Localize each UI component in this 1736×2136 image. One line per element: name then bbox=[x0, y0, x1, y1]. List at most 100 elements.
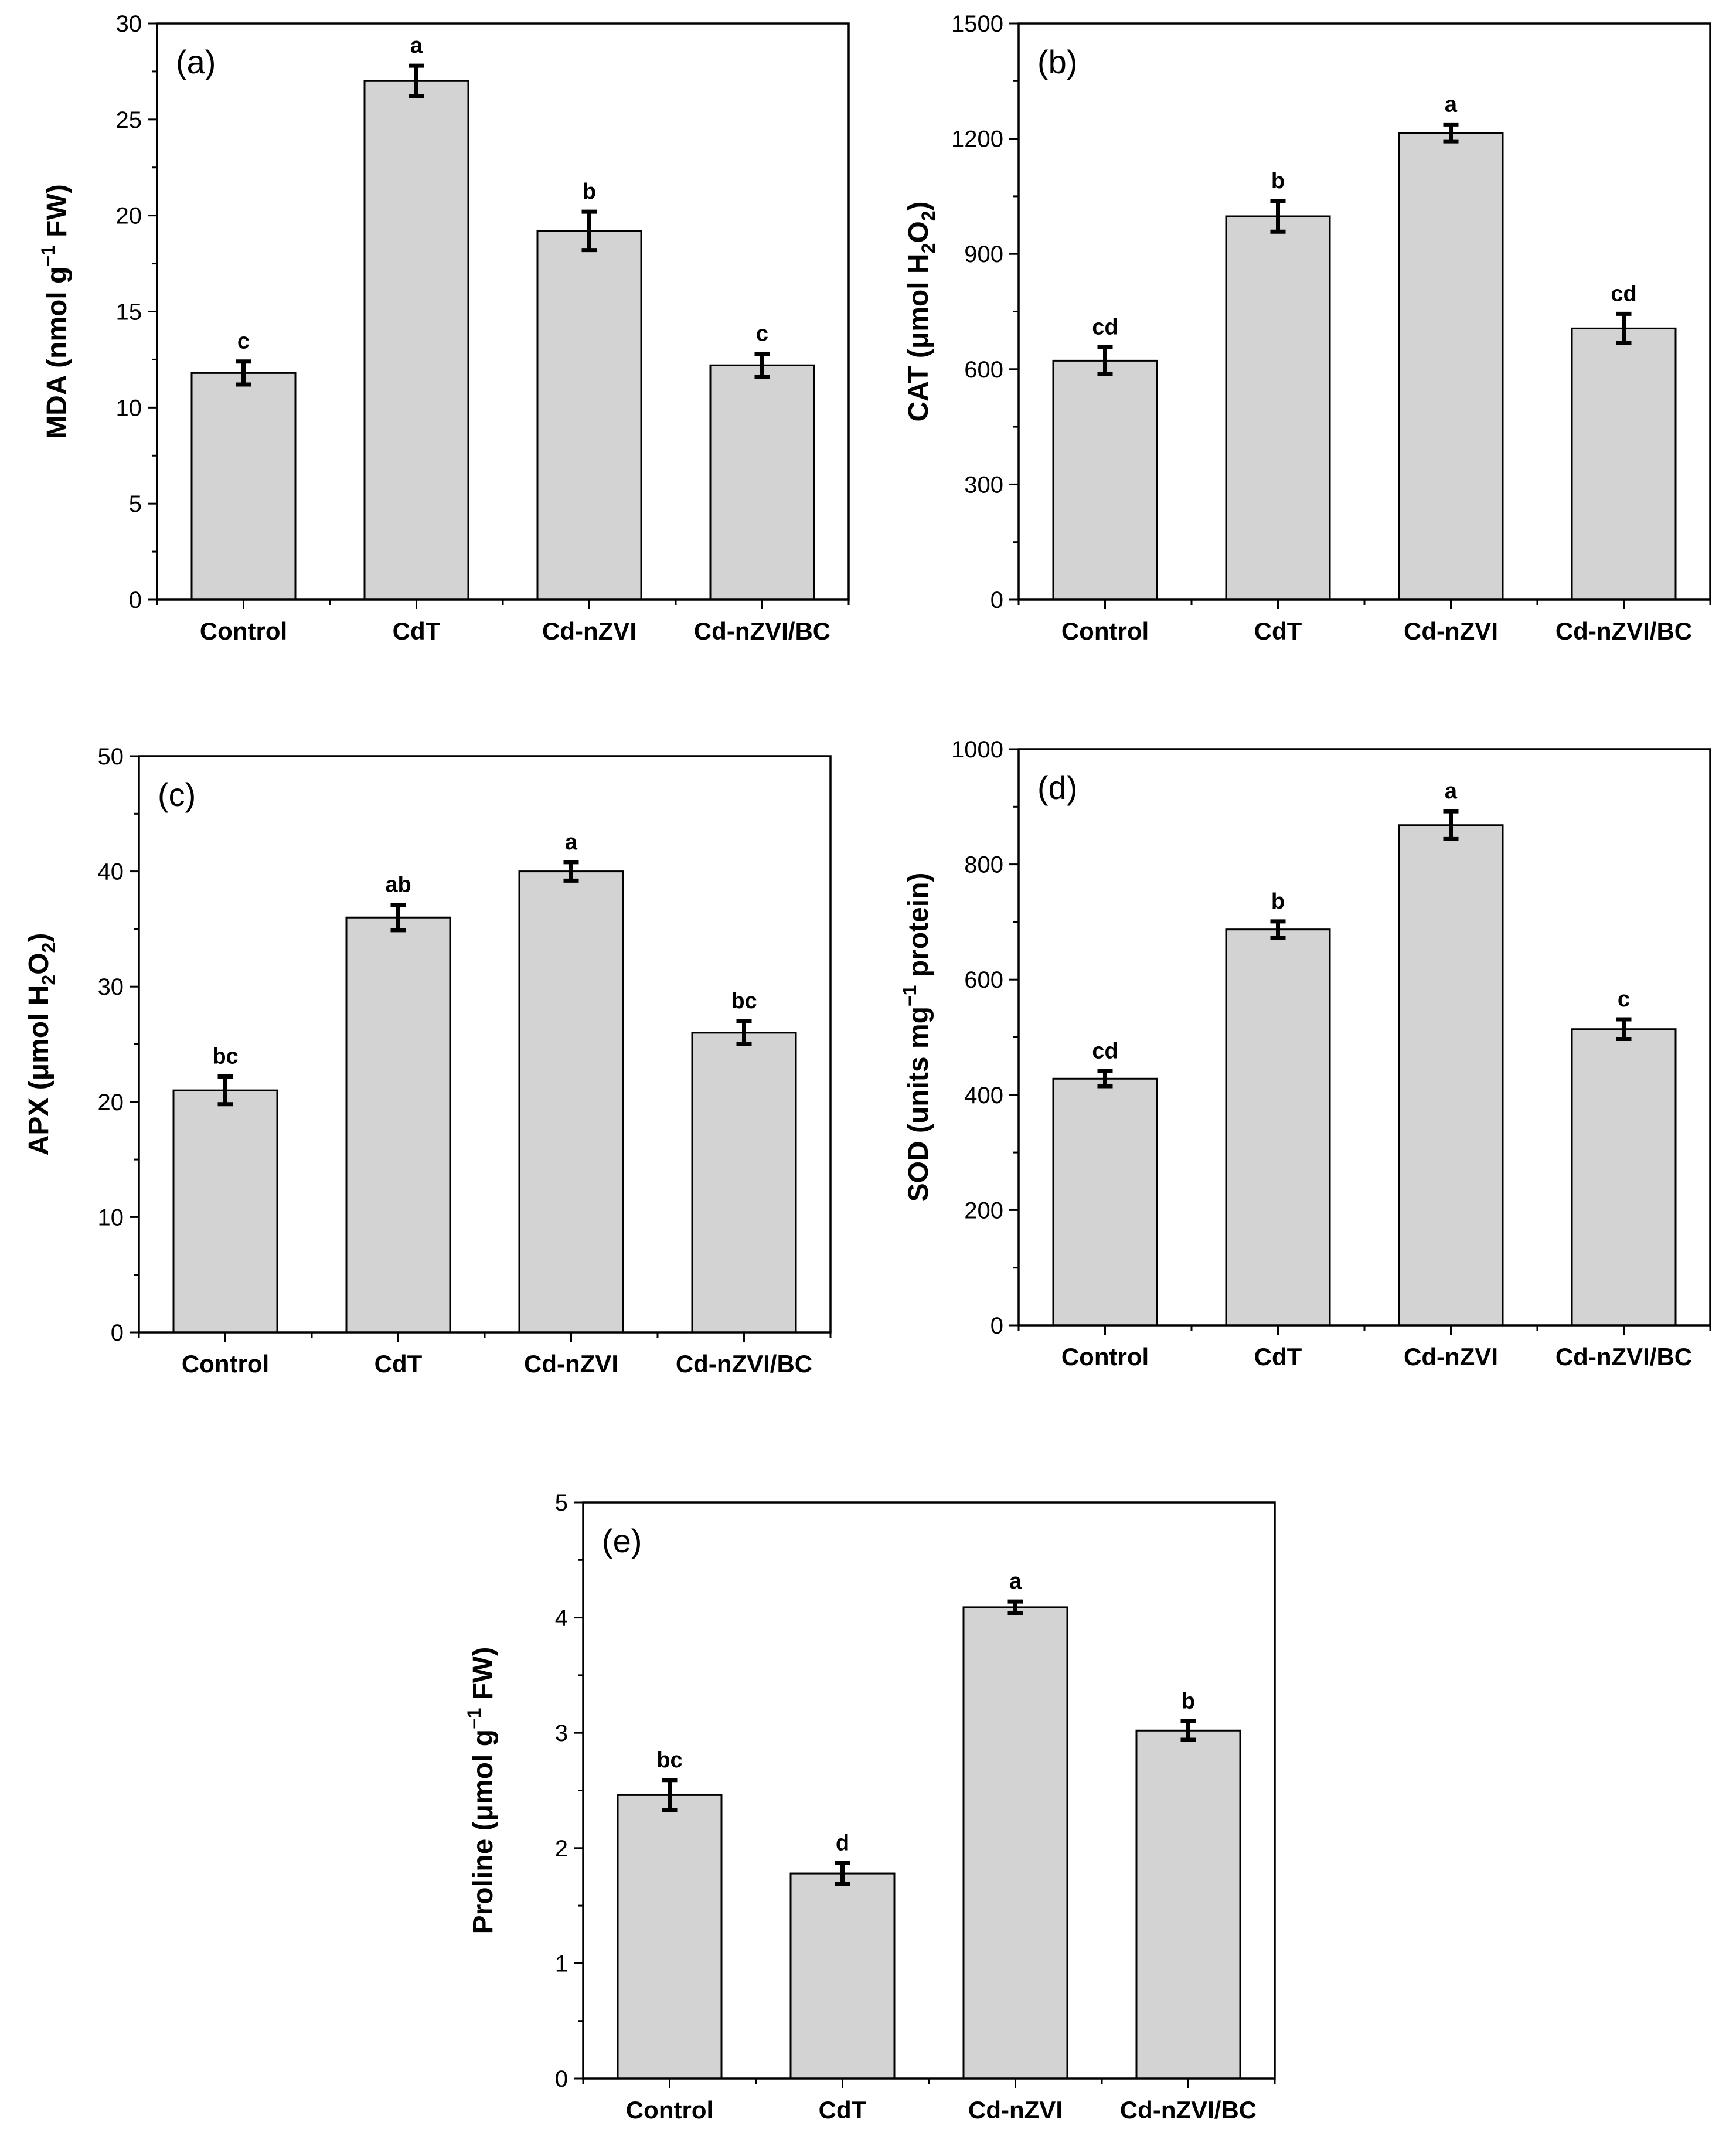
chart-panel-a: c a b c 0 5 10 15 20 25 30 Control CdT Cd-nZVI Cd-nZVI… bbox=[38, 11, 850, 645]
error-bar bbox=[236, 359, 251, 387]
y-tick-label: 5 bbox=[555, 1490, 568, 1516]
error-bar bbox=[754, 352, 770, 379]
significance-label: bc bbox=[656, 1748, 682, 1773]
bar-cd-nzvi bbox=[518, 870, 624, 1334]
bar-control bbox=[1052, 1077, 1158, 1327]
y-tick-label: 300 bbox=[964, 472, 1003, 498]
significance-label: b bbox=[1271, 889, 1285, 914]
bar-control bbox=[617, 1794, 723, 2080]
x-tick-label: Cd-nZVI bbox=[968, 2096, 1063, 2124]
x-tick-label: Cd-nZVI/BC bbox=[1120, 2096, 1257, 2124]
x-tick-label: Control bbox=[182, 1350, 269, 1377]
y-tick-label: 3 bbox=[555, 1720, 568, 1746]
significance-label: cd bbox=[1092, 315, 1118, 339]
error-bar bbox=[563, 860, 579, 883]
error-bar bbox=[1270, 199, 1286, 234]
significance-label: bc bbox=[731, 989, 757, 1013]
error-bar bbox=[1097, 345, 1113, 376]
error-bar bbox=[1097, 1069, 1113, 1089]
x-tick-label: CdT bbox=[819, 2096, 867, 2124]
y-tick-label: 0 bbox=[111, 1320, 124, 1346]
significance-label: b bbox=[583, 179, 596, 204]
y-tick-label: 0 bbox=[555, 2066, 568, 2092]
panel-label: (a) bbox=[176, 43, 216, 80]
significance-label: bc bbox=[212, 1045, 238, 1069]
y-tick-label: 600 bbox=[964, 967, 1003, 993]
bar-cd-nzvi bbox=[536, 230, 642, 601]
x-tick-label: Cd-nZVI bbox=[1404, 1343, 1498, 1370]
x-tick-label: Cd-nZVI bbox=[524, 1350, 618, 1377]
y-tick-label: 20 bbox=[116, 203, 142, 229]
error-bar bbox=[1616, 311, 1632, 345]
bar-cd-nzvi-bc bbox=[1135, 1729, 1241, 2080]
bar-control bbox=[1052, 359, 1158, 601]
significance-label: c bbox=[756, 322, 768, 346]
y-tick-label: 800 bbox=[964, 852, 1003, 878]
x-tick-label: Cd-nZVI/BC bbox=[1555, 617, 1692, 645]
bar-cd-nzvi-bc bbox=[709, 364, 815, 601]
bar-cdt bbox=[1225, 928, 1331, 1327]
panel-label: (e) bbox=[602, 1522, 642, 1559]
y-tick-label: 25 bbox=[116, 107, 142, 133]
significance-label: a bbox=[410, 33, 423, 58]
x-tick-label: Control bbox=[1061, 617, 1149, 645]
y-tick-label: 1 bbox=[555, 1951, 568, 1977]
y-tick-label: 1200 bbox=[951, 127, 1003, 152]
significance-label: a bbox=[1445, 92, 1458, 117]
x-tick-label: CdT bbox=[1254, 1343, 1302, 1370]
significance-label: b bbox=[1182, 1689, 1195, 1714]
x-tick-label: Cd-nZVI/BC bbox=[694, 617, 830, 645]
chart-panel-d: cd b a c 0 200 400 600 800 1000 Control CdT Cd-nZVI C… bbox=[899, 737, 1711, 1370]
x-tick-label: Control bbox=[626, 2096, 713, 2124]
error-bar bbox=[1180, 1719, 1196, 1742]
y-tick-label: 10 bbox=[98, 1205, 124, 1230]
x-tick-label: CdT bbox=[1254, 617, 1302, 645]
y-tick-label: 50 bbox=[98, 744, 124, 770]
y-tick-label: 4 bbox=[555, 1606, 568, 1631]
x-tick-label: Cd-nZVI/BC bbox=[1555, 1343, 1692, 1370]
chart-panel-e: bc d a b 0 1 2 3 4 5 Control CdT Cd-nZVI Cd-nZVI/BC (e… bbox=[464, 1490, 1276, 2124]
bar-cd-nzvi-bc bbox=[691, 1032, 797, 1334]
significance-label: a bbox=[1445, 779, 1458, 804]
error-bar bbox=[736, 1019, 752, 1046]
x-tick-label: Control bbox=[1061, 1343, 1149, 1370]
significance-label: d bbox=[836, 1831, 849, 1855]
x-tick-label: Cd-nZVI bbox=[1404, 617, 1498, 645]
y-axis-title: SOD (units mg−1 protein) bbox=[899, 873, 934, 1202]
significance-label: a bbox=[565, 830, 578, 855]
bar-cdt bbox=[363, 80, 469, 601]
chart-panel-b: cd b a cd 0 300 600 900 1200 1500 Control CdT Cd-nZV… bbox=[903, 11, 1711, 645]
y-axis-title: Proline (μmol g−1 FW) bbox=[464, 1647, 499, 1934]
y-tick-label: 30 bbox=[116, 11, 142, 37]
error-bar bbox=[1443, 809, 1459, 841]
chart-panel-c: bc ab a bc 0 10 20 30 40 50 Control CdT Cd-nZVI Cd-nZ… bbox=[23, 744, 832, 1377]
y-tick-label: 2 bbox=[555, 1836, 568, 1862]
error-bar bbox=[390, 903, 406, 933]
y-tick-label: 0 bbox=[990, 587, 1003, 613]
x-tick-label: CdT bbox=[375, 1350, 423, 1377]
error-bar bbox=[1616, 1017, 1632, 1041]
y-tick-label: 0 bbox=[990, 1313, 1003, 1339]
y-tick-label: 40 bbox=[98, 859, 124, 885]
significance-label: c bbox=[237, 329, 250, 354]
error-bar bbox=[1443, 122, 1459, 144]
y-tick-label: 600 bbox=[964, 357, 1003, 383]
significance-label: cd bbox=[1611, 281, 1636, 306]
y-axis-title: APX (μmol H2O2) bbox=[23, 933, 59, 1156]
y-tick-label: 200 bbox=[964, 1198, 1003, 1223]
bar-cd-nzvi bbox=[1398, 824, 1504, 1327]
x-tick-label: CdT bbox=[393, 617, 441, 645]
y-tick-label: 0 bbox=[129, 587, 142, 613]
bar-control bbox=[172, 1089, 278, 1334]
y-tick-label: 1500 bbox=[951, 11, 1003, 37]
bar-cd-nzvi-bc bbox=[1571, 1028, 1677, 1327]
significance-label: ab bbox=[385, 873, 411, 897]
y-tick-label: 30 bbox=[98, 974, 124, 1000]
error-bar bbox=[217, 1074, 233, 1107]
bar-cdt bbox=[1225, 215, 1331, 601]
y-tick-label: 20 bbox=[98, 1090, 124, 1115]
y-tick-label: 15 bbox=[116, 300, 142, 325]
y-axis-title: CAT (μmol H2O2) bbox=[903, 201, 939, 421]
panel-label: (d) bbox=[1037, 769, 1077, 806]
panel-label: (c) bbox=[158, 776, 196, 813]
